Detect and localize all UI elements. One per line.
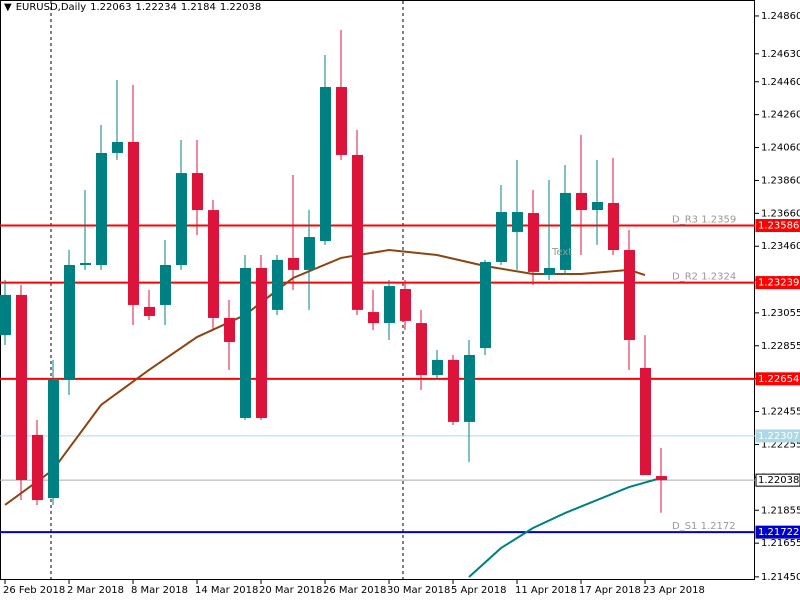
candle-body bbox=[640, 367, 651, 476]
price-label: 1.23239 bbox=[758, 278, 799, 289]
x-tick-label: 17 Apr 2018 bbox=[579, 585, 641, 596]
candle-body bbox=[0, 294, 11, 336]
x-tick-label: 23 Apr 2018 bbox=[643, 585, 705, 596]
x-tick-label: 14 Mar 2018 bbox=[195, 585, 258, 596]
candle-body bbox=[32, 434, 43, 501]
y-tick-label: 1.22255 bbox=[761, 439, 800, 450]
x-tick-label: 26 Feb 2018 bbox=[3, 585, 65, 596]
y-tick-label: 1.21855 bbox=[761, 505, 800, 516]
low: 1.2184 bbox=[180, 2, 216, 13]
candle-body bbox=[352, 154, 363, 310]
candle-body bbox=[144, 306, 155, 316]
candle-body bbox=[240, 267, 251, 418]
candle-body bbox=[496, 212, 507, 263]
candle-body bbox=[464, 354, 475, 422]
header: ▼ EURUSD,Daily 1.22063 1.22234 1.2184 1.22038 bbox=[4, 2, 265, 13]
y-tick-label: 1.23055 bbox=[761, 308, 800, 319]
candle-body bbox=[288, 257, 299, 270]
candle-body bbox=[256, 267, 267, 418]
price-label: 1.22654 bbox=[758, 374, 799, 385]
candle-body bbox=[192, 173, 203, 211]
price-label-box bbox=[755, 429, 800, 443]
candle-body bbox=[176, 173, 187, 265]
candle-body bbox=[320, 87, 331, 241]
candle-body bbox=[80, 263, 91, 265]
price-label: 1.22038 bbox=[758, 475, 799, 486]
level-text: D_R2 1.2324 bbox=[672, 272, 736, 283]
y-tick-label: 1.24060 bbox=[761, 143, 800, 154]
price-label-box bbox=[755, 372, 800, 386]
y-tick-label: 1.21450 bbox=[761, 572, 800, 583]
y-tick-label: 1.24260 bbox=[761, 110, 800, 121]
price-label-box bbox=[755, 219, 800, 233]
candle-body bbox=[96, 152, 107, 265]
candle-body bbox=[592, 201, 603, 211]
candle-body bbox=[48, 379, 59, 499]
price-label: 1.22307 bbox=[758, 431, 799, 442]
y-tick-label: 1.23460 bbox=[761, 241, 800, 252]
level-text: D_R3 1.2359 bbox=[672, 215, 736, 226]
y-tick-label: 1.23660 bbox=[761, 208, 800, 219]
candle-body bbox=[432, 359, 443, 376]
close: 1.22038 bbox=[219, 2, 262, 13]
candle-body bbox=[16, 294, 27, 480]
candle-body bbox=[656, 476, 667, 481]
y-tick-label: 1.24860 bbox=[761, 11, 800, 22]
candle-body bbox=[480, 262, 491, 349]
symbol: EURUSD,Daily bbox=[15, 2, 87, 13]
level-text: D_S1 1.2172 bbox=[672, 521, 736, 532]
annotation: Text bbox=[551, 247, 572, 258]
high: 1.22234 bbox=[135, 2, 177, 13]
price-label-box bbox=[755, 525, 800, 539]
candle-body bbox=[112, 141, 123, 153]
candle-body bbox=[272, 259, 283, 310]
candle-body bbox=[512, 212, 523, 232]
candle-body bbox=[576, 192, 587, 211]
y-tick-label: 1.24630 bbox=[761, 49, 800, 60]
y-tick-label: 1.22455 bbox=[761, 407, 800, 418]
candle-body bbox=[368, 312, 379, 324]
candle-body bbox=[128, 141, 139, 305]
candle-body bbox=[608, 202, 619, 251]
candle-body bbox=[384, 286, 395, 324]
candle-body bbox=[416, 323, 427, 376]
x-tick-label: 30 Mar 2018 bbox=[387, 585, 450, 596]
y-tick-label: 1.24460 bbox=[761, 77, 800, 88]
x-tick-label: 26 Mar 2018 bbox=[323, 585, 386, 596]
candle-body bbox=[448, 359, 459, 422]
candle-body bbox=[400, 289, 411, 321]
candle-body bbox=[224, 317, 235, 342]
candle-body bbox=[160, 264, 171, 305]
y-tick-label: 1.22855 bbox=[761, 341, 800, 352]
y-tick-label: 1.23860 bbox=[761, 175, 800, 186]
candle-body bbox=[64, 264, 75, 380]
price-label: 1.21722 bbox=[758, 527, 799, 538]
price-label-box bbox=[755, 276, 800, 290]
menu-triangle: ▼ bbox=[4, 2, 12, 13]
axes: 1.24860 1.24630 1.24460 1.24260 1.24060 1.238… bbox=[3, 11, 800, 596]
price-label-box bbox=[755, 473, 800, 487]
y-tick-label: 1.21655 bbox=[761, 538, 800, 549]
indicator-lines bbox=[4, 249, 662, 578]
indicator-line bbox=[468, 477, 662, 578]
candle-body bbox=[336, 87, 347, 155]
candle-body bbox=[624, 250, 635, 341]
x-tick-label: 11 Apr 2018 bbox=[515, 585, 577, 596]
candle-body bbox=[544, 267, 555, 276]
candles bbox=[0, 29, 667, 513]
candle-body bbox=[208, 210, 219, 318]
candle-body bbox=[528, 213, 539, 272]
x-tick-label: 8 Mar 2018 bbox=[131, 585, 188, 596]
price-label: 1.23586 bbox=[758, 221, 799, 232]
plot-frame bbox=[0, 0, 755, 580]
open: 1.22063 bbox=[90, 2, 132, 13]
x-tick-label: 5 Apr 2018 bbox=[451, 585, 506, 596]
candle-body bbox=[304, 237, 315, 270]
x-tick-label: 2 Mar 2018 bbox=[67, 585, 124, 596]
indicator-line bbox=[4, 249, 646, 506]
candle-body bbox=[560, 192, 571, 270]
x-tick-label: 20 Mar 2018 bbox=[259, 585, 322, 596]
